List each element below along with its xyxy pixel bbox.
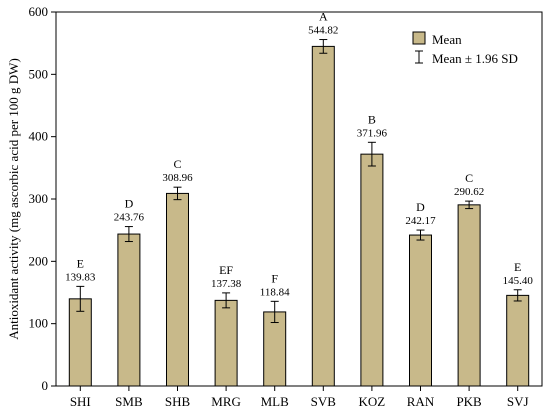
x-tick-label: SMB [115, 394, 143, 409]
data-label: 544.82 [308, 25, 338, 37]
bar-mlb [263, 311, 287, 387]
legend-sd-label: Mean ± 1.96 SD [432, 51, 518, 66]
legend-mean-label: Mean [432, 32, 462, 47]
legend: Mean Mean ± 1.96 SD [412, 31, 518, 66]
bar-ran [409, 234, 432, 387]
group-letter-label: E [514, 260, 521, 274]
group-letter-label: F [271, 271, 278, 285]
x-tick-label: SHI [70, 394, 91, 409]
x-tick-label: PKB [456, 394, 482, 409]
x-tick-label: MLB [261, 394, 290, 409]
bar-series: 139.83E243.76D308.96C137.38EF118.84F544.… [65, 10, 534, 387]
x-tick-label: SVB [311, 394, 337, 409]
bar-svj [506, 294, 530, 387]
y-tick-label: 300 [29, 191, 49, 206]
x-tick-label: SVJ [507, 394, 529, 409]
y-tick-label: 500 [29, 66, 49, 81]
data-label: 145.40 [503, 275, 534, 287]
bar-shi [68, 298, 92, 387]
data-label: 242.17 [405, 215, 436, 227]
y-tick-label: 200 [29, 253, 49, 268]
group-letter-label: D [125, 197, 134, 211]
group-letter-label: A [319, 10, 328, 24]
y-tick-label: 0 [42, 378, 49, 393]
group-letter-label: C [465, 171, 473, 185]
x-tick-label: MRG [211, 394, 241, 409]
data-label: 139.83 [65, 271, 96, 283]
x-axis: SHI SMB SHB MRG MLB SVB KOZ RAN PKB SVJ [70, 386, 529, 409]
group-letter-label: D [416, 200, 425, 214]
x-tick-label: RAN [407, 394, 435, 409]
group-letter-label: B [368, 112, 376, 126]
bar-smb [117, 233, 141, 387]
bar-svb [311, 45, 335, 387]
legend-mean-swatch [412, 31, 426, 45]
legend-errorbar-icon [415, 50, 423, 64]
data-label: 371.96 [357, 127, 388, 139]
data-label: 290.62 [454, 186, 484, 198]
bar-pkb [457, 204, 481, 387]
bar-mrg [214, 299, 238, 387]
x-tick-label: KOZ [359, 394, 386, 409]
group-letter-label: EF [219, 263, 233, 277]
bar-koz [360, 153, 384, 387]
group-letter-label: E [77, 256, 84, 270]
data-label: 243.76 [114, 212, 145, 224]
data-label: 308.96 [162, 172, 193, 184]
x-tick-label: SHB [165, 394, 191, 409]
y-tick-label: 600 [29, 4, 49, 19]
y-axis-title: Antioxidant activity (mg ascorbic acid p… [6, 58, 21, 340]
y-tick-label: 100 [29, 316, 49, 331]
data-label: 137.38 [211, 278, 242, 290]
group-letter-label: C [173, 157, 181, 171]
data-label: 118.84 [260, 286, 290, 298]
bar-shb [166, 192, 189, 387]
y-tick-label: 400 [29, 129, 49, 144]
y-axis: 0 100 200 300 400 500 600 [29, 4, 56, 393]
